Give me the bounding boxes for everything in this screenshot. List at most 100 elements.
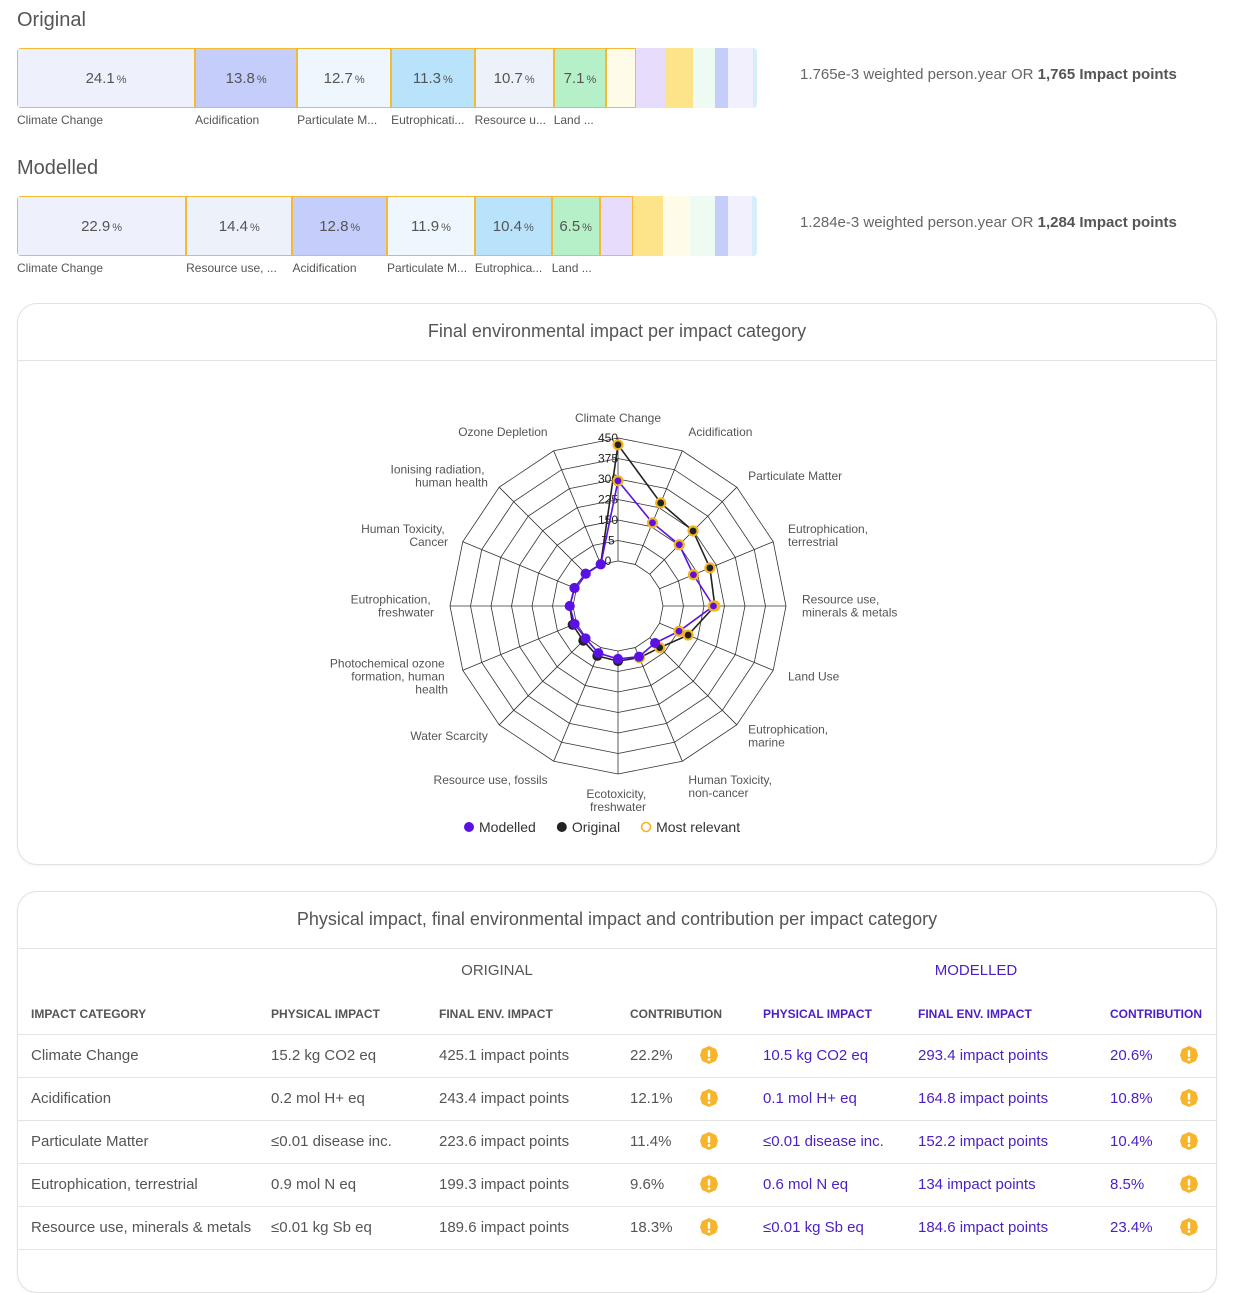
warning-mark <box>707 1136 711 1143</box>
legend-label: Original <box>572 819 620 835</box>
table-cell: Particulate Matter <box>31 1133 149 1150</box>
bar-segment <box>728 48 754 108</box>
table-cell: Acidification <box>31 1090 112 1107</box>
bar-segment: 10.4% <box>474 196 552 256</box>
table-cell: 15.2 kg CO2 eq <box>271 1047 377 1064</box>
section-title: Original <box>17 9 86 31</box>
spoke <box>659 541 774 590</box>
segment-name: Resource use, ... <box>186 261 277 275</box>
legend-label: Most relevant <box>656 819 740 835</box>
table-cell: 20.6% <box>1110 1047 1153 1064</box>
data-point <box>612 439 624 451</box>
table-cell: 152.2 impact points <box>918 1133 1049 1150</box>
table-cell: 11.4% <box>630 1133 672 1150</box>
segment-name: Particulate M... <box>297 113 378 127</box>
warning-icon <box>1180 1046 1198 1064</box>
spoke <box>649 637 738 726</box>
bar-segment: 6.5% <box>551 196 600 256</box>
warning-icon <box>1180 1218 1198 1236</box>
page: Original 24.1% 13.8% 12.7% 11.3% 10.7% 7.1% Cli… <box>17 9 1217 1293</box>
table-cell: 22.2% <box>630 1047 673 1064</box>
bar-segment <box>714 48 729 108</box>
legend-marker <box>640 821 652 833</box>
percent-sign: % <box>112 221 123 234</box>
bar-segment <box>728 196 752 256</box>
segment-name: Particulate M... <box>387 261 468 275</box>
category-label: Human Toxicity, Cancer <box>361 522 448 549</box>
warning-mark <box>1187 1050 1191 1057</box>
table-cell: Climate Change <box>31 1047 139 1064</box>
warning-dot <box>707 1187 711 1190</box>
table-card: Physical impact, final environmental imp… <box>17 891 1217 1293</box>
summary: 1.284e-3 weighted person.year OR 1,284 I… <box>800 214 1177 231</box>
bar-segment <box>606 48 637 108</box>
table-cell: 12.1% <box>630 1090 673 1107</box>
bar-segment: 22.9% <box>17 196 187 256</box>
data-point <box>655 497 667 509</box>
data-point <box>673 539 685 551</box>
bar-segment <box>751 196 757 256</box>
data-point <box>569 583 580 594</box>
segment-value: 7.1 <box>563 69 585 87</box>
data-point <box>707 600 720 612</box>
warning-icon <box>700 1046 718 1064</box>
warning-icon <box>1180 1089 1198 1107</box>
row-divider <box>18 1163 1216 1164</box>
bar-segment: 11.3% <box>391 48 475 108</box>
card-title: Final environmental impact per impact ca… <box>427 321 807 341</box>
summary-or: OR <box>1010 214 1034 231</box>
percent-sign: % <box>249 221 260 234</box>
data-point <box>687 569 700 581</box>
percent-sign: % <box>586 73 597 86</box>
spoke <box>462 541 577 590</box>
segment-label: 22.9% <box>81 218 122 235</box>
table-cell: 10.5 kg CO2 eq <box>763 1047 869 1064</box>
warning-icon <box>700 1089 718 1107</box>
warning-dot <box>707 1058 711 1061</box>
table-cell: 10.8% <box>1110 1090 1153 1107</box>
segment-name: Eutrophicati... <box>391 113 465 127</box>
segment-name: Land ... <box>551 261 592 275</box>
segment-value: 24.1 <box>85 69 115 87</box>
column-header: IMPACT CATEGORY <box>31 1007 147 1021</box>
percent-sign: % <box>523 221 534 234</box>
segment-label: 7.1% <box>564 70 597 87</box>
warning-icon <box>1180 1175 1198 1193</box>
column-header: PHYSICAL IMPACT <box>763 1007 872 1021</box>
table-cell: 223.6 impact points <box>439 1133 570 1150</box>
segment-value: 11.9 <box>410 217 440 235</box>
warning-mark <box>707 1093 711 1100</box>
warning-icon <box>700 1175 718 1193</box>
warning-icon <box>700 1132 718 1150</box>
bar-segment: 12.7% <box>297 48 392 108</box>
segment-label: 12.8% <box>319 218 360 235</box>
data-point <box>646 517 659 529</box>
data-point <box>650 638 661 649</box>
segment-label: 12.7% <box>324 70 365 87</box>
summary-weighted: 1.284e-3 weighted person.year <box>800 214 1007 231</box>
table-cell: 9.6% <box>630 1176 665 1193</box>
segment-name: Resource u... <box>474 113 546 127</box>
group-header: MODELLED <box>934 962 1018 979</box>
data-point <box>564 601 575 611</box>
r-tick-label: 150 <box>598 513 618 527</box>
data-point <box>613 653 623 664</box>
category-label: Acidification <box>688 425 752 439</box>
r-tick-label: 450 <box>598 431 618 445</box>
data-point <box>593 648 604 659</box>
summary-or: OR <box>1010 66 1034 83</box>
r-tick-label: 375 <box>598 452 618 466</box>
legend-marker <box>556 822 567 832</box>
spoke <box>553 647 602 762</box>
bar-segment: 13.8% <box>195 48 298 108</box>
table-cell: 293.4 impact points <box>918 1047 1049 1064</box>
category-label: Water Scarcity <box>410 729 488 743</box>
segment-name: Eutrophica... <box>474 261 543 275</box>
category-label: Resource use, fossils <box>434 773 548 787</box>
bar-segment: 12.8% <box>292 196 387 256</box>
segment-label: 24.1% <box>86 70 127 87</box>
table-cell: 0.6 mol N eq <box>763 1176 849 1193</box>
warning-icon <box>1180 1132 1198 1150</box>
data-point <box>682 629 694 641</box>
